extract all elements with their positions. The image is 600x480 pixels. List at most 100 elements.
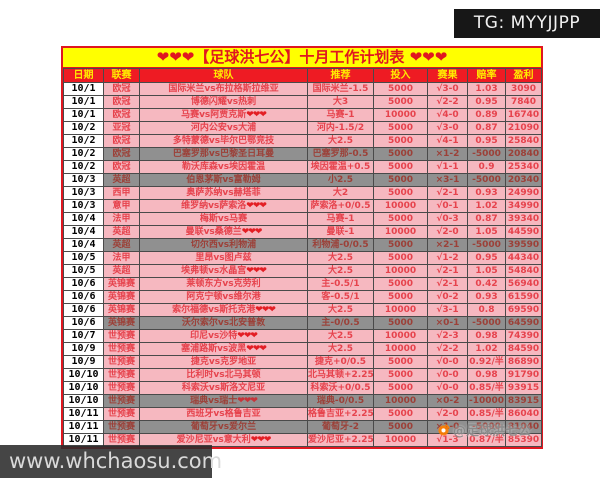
cell-pick: 葡萄牙-2 (307, 420, 374, 434)
cell-result: √1-2 (427, 251, 468, 265)
cell-teams: 莱顿东方vs克劳利 (139, 277, 308, 291)
cell-teams: 比利时vs北马其顿 (139, 368, 308, 382)
cell-odds: 1.05 (467, 225, 506, 239)
cell-result: √2-0 (427, 407, 468, 421)
cell-odds: -5000 (467, 173, 506, 187)
cell-league: 世预赛 (103, 342, 140, 356)
cell-pick: 小2.5 (307, 173, 374, 187)
cell-profit: 7840 (505, 95, 542, 109)
cell-profit: 44340 (505, 251, 542, 265)
cell-teams: 国际米兰vs布拉格斯拉维亚 (139, 82, 308, 96)
cell-profit: 21090 (505, 121, 542, 135)
table-row: 10/10 世预赛 瑞典vs瑞士❤❤❤ 瑞典-0/0.5 10000 ×0-2 -10000… (63, 394, 542, 408)
cell-teams: 勒沃库森vs埃因霍温 (139, 160, 308, 174)
cell-pick: 埃因霍温+0.5 (307, 160, 374, 174)
cell-pick: 科索沃+0/0.5 (307, 381, 374, 395)
cell-result: ×2-1 (427, 238, 468, 252)
column-header-6: 赔率 (467, 68, 506, 83)
cell-result: √1-3 (427, 433, 468, 447)
cell-odds: 0.93 (467, 186, 506, 200)
table-row: 10/4 法甲 梅斯vs马赛 马赛-1 5000 √0-3 0.87 39340 (63, 212, 542, 226)
cell-league: 英锦赛 (103, 290, 140, 304)
cell-teams: 塞浦路斯vs波黑❤❤❤ (139, 342, 308, 356)
table-row: 10/9 世预赛 捷克vs克罗地亚 捷克+0/0.5 5000 √0-0 0.92/半 868… (63, 355, 542, 369)
table-row: 10/5 英超 埃弗顿vs水晶宫❤❤❤ 大2.5 10000 √2-1 1.05 54840 (63, 264, 542, 278)
cell-date: 10/9 (63, 355, 104, 369)
cell-league: 世预赛 (103, 329, 140, 343)
cell-league: 英超 (103, 264, 140, 278)
cell-pick: 捷克+0/0.5 (307, 355, 374, 369)
cell-stake: 10000 (373, 108, 428, 122)
cell-stake: 5000 (373, 147, 428, 161)
cell-stake: 10000 (373, 342, 428, 356)
cell-date: 10/11 (63, 433, 104, 447)
cell-league: 欧冠 (103, 160, 140, 174)
cell-teams: 河内公安vs大浦 (139, 121, 308, 135)
cell-stake: 5000 (373, 121, 428, 135)
cell-odds: 0.8 (467, 303, 506, 317)
cell-date: 10/3 (63, 186, 104, 200)
cell-pick: 大2 (307, 186, 374, 200)
column-header-1: 联赛 (103, 68, 140, 83)
cell-result: ×1-2 (427, 147, 468, 161)
cell-teams: 里昂vs图卢兹 (139, 251, 308, 265)
table-row: 10/10 世预赛 科索沃vs斯洛文尼亚 科索沃+0/0.5 5000 √0-0 0.85/… (63, 381, 542, 395)
cell-odds: 0.42 (467, 277, 506, 291)
cell-profit: 84590 (505, 342, 542, 356)
cell-pick: 大2.5 (307, 303, 374, 317)
cell-pick: 大2.5 (307, 342, 374, 356)
cell-profit: 83915 (505, 394, 542, 408)
cell-league: 世预赛 (103, 355, 140, 369)
cell-result: ×3-1 (427, 173, 468, 187)
cell-pick: 客-0.5/1 (307, 290, 374, 304)
hearts-icon: ❤❤❤ (237, 396, 258, 406)
cell-teams: 阿克宁顿vs维尔港 (139, 290, 308, 304)
cell-date: 10/2 (63, 134, 104, 148)
cell-stake: 10000 (373, 199, 428, 213)
plan-table: ❤❤❤【足球洪七公】十月工作计划表 ❤❤❤ 日期 联赛 球队 推荐 投入 赛果 赔率 盈利 1… (61, 46, 543, 449)
cell-pick: 主-0.5/1 (307, 277, 374, 291)
cell-date: 10/1 (63, 82, 104, 96)
cell-profit: 91790 (505, 368, 542, 382)
cell-date: 10/2 (63, 147, 104, 161)
table-row: 10/2 亚冠 河内公安vs大浦 河内-1.5/2 5000 √3-0 0.87 21090 (63, 121, 542, 135)
cell-league: 意甲 (103, 199, 140, 213)
hearts-icon: ❤❤❤ (255, 305, 276, 315)
cell-teams: 曼联vs桑德兰❤❤❤ (139, 225, 308, 239)
cell-odds: 0.93 (467, 290, 506, 304)
cell-teams: 埃弗顿vs水晶宫❤❤❤ (139, 264, 308, 278)
cell-odds: 1.02 (467, 199, 506, 213)
cell-date: 10/3 (63, 199, 104, 213)
cell-result: √0-0 (427, 355, 468, 369)
cell-league: 法甲 (103, 251, 140, 265)
cell-result: √2-1 (427, 264, 468, 278)
cell-result: √2-1 (427, 277, 468, 291)
cell-teams: 科索沃vs斯洛文尼亚 (139, 381, 308, 395)
cell-date: 10/4 (63, 238, 104, 252)
cell-date: 10/2 (63, 160, 104, 174)
cell-stake: 10000 (373, 394, 428, 408)
cell-date: 10/10 (63, 394, 104, 408)
cell-stake: 5000 (373, 420, 428, 434)
cell-result: √4-0 (427, 108, 468, 122)
cell-stake: 5000 (373, 238, 428, 252)
cell-date: 10/5 (63, 251, 104, 265)
cell-teams: 沃尔索尔vs北安普敦 (139, 316, 308, 330)
cell-teams: 切尔西vs利物浦 (139, 238, 308, 252)
cell-result: √0-0 (427, 381, 468, 395)
cell-league: 世预赛 (103, 407, 140, 421)
cell-profit: 86890 (505, 355, 542, 369)
hearts-icon: ❤❤❤ (246, 344, 267, 354)
cell-stake: 5000 (373, 212, 428, 226)
cell-date: 10/4 (63, 212, 104, 226)
table-row: 10/6 英锦赛 索尔福德vs斯托克港❤❤❤ 大2.5 10000 √3-1 0.8 6959… (63, 303, 542, 317)
cell-teams: 梅斯vs马赛 (139, 212, 308, 226)
cell-odds: 0.87 (467, 121, 506, 135)
cell-league: 欧冠 (103, 108, 140, 122)
cell-profit: 54840 (505, 264, 542, 278)
cell-profit: 56940 (505, 277, 542, 291)
cell-result: ×1-0 (427, 420, 468, 434)
cell-stake: 5000 (373, 82, 428, 96)
hearts-icon: ❤❤❤ (241, 227, 263, 237)
cell-league: 法甲 (103, 212, 140, 226)
